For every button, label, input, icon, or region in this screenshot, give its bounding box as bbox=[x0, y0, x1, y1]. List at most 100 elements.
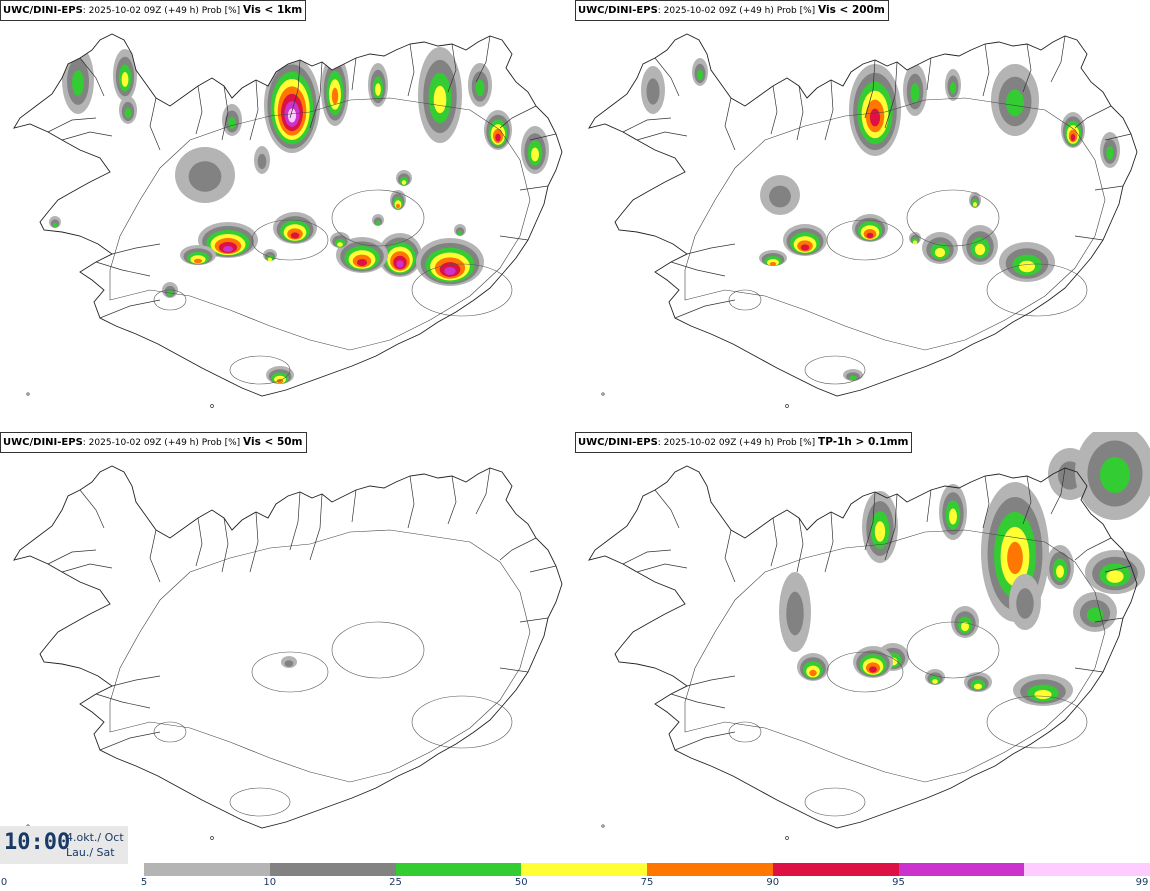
iceland-map bbox=[588, 33, 1138, 408]
probability-contour bbox=[284, 660, 294, 667]
fjord-line bbox=[149, 97, 161, 151]
probability-contour bbox=[1070, 134, 1076, 141]
valid-date: 4.okt./ Oct bbox=[66, 831, 124, 844]
colorbar-bin bbox=[395, 863, 522, 876]
fjord-line bbox=[249, 79, 259, 141]
fjord-line bbox=[654, 57, 680, 97]
iceland-map bbox=[13, 465, 563, 840]
probability-contour bbox=[188, 161, 222, 192]
fjord-line bbox=[674, 299, 736, 319]
probability-contour bbox=[331, 87, 339, 105]
probability-contour bbox=[1007, 541, 1023, 575]
glacier-outline bbox=[251, 651, 329, 693]
fjord-line bbox=[475, 35, 491, 83]
fjord-line bbox=[824, 511, 834, 573]
probability-contour bbox=[913, 240, 917, 245]
glacier-outline bbox=[986, 695, 1088, 749]
fjord-line bbox=[79, 57, 105, 97]
glacier-outline bbox=[153, 289, 187, 311]
colorbar-bin bbox=[772, 863, 899, 876]
fjord-line bbox=[195, 85, 203, 135]
run-info: : 2025-10-02 09Z (+49 h) Prob [%] bbox=[657, 6, 816, 16]
probability-contour bbox=[769, 262, 777, 266]
fjord-line bbox=[499, 105, 537, 129]
fjord-line bbox=[529, 565, 557, 573]
probability-contour bbox=[401, 180, 407, 185]
fjord-line bbox=[654, 489, 680, 529]
fjord-line bbox=[407, 475, 415, 529]
fjord-line bbox=[636, 563, 688, 573]
fjord-line bbox=[724, 529, 736, 583]
fjord-line bbox=[1094, 617, 1124, 623]
fjord-line bbox=[796, 85, 804, 141]
colorbar-bin bbox=[521, 863, 647, 876]
probability-contour bbox=[1106, 570, 1124, 583]
fjord-line bbox=[770, 85, 778, 135]
glacier-outline bbox=[804, 355, 866, 385]
map-panel-vis-50m: UWC/DINI-EPS: 2025-10-02 09Z (+49 h) Pro… bbox=[0, 432, 575, 864]
glacier-outline bbox=[728, 721, 762, 743]
fjord-line bbox=[47, 549, 97, 565]
probability-contour bbox=[974, 243, 986, 256]
valid-time: 10:00 bbox=[4, 830, 71, 855]
probability-contour bbox=[800, 244, 810, 251]
run-info: : 2025-10-02 09Z (+49 h) Prob [%] bbox=[657, 438, 816, 448]
colorbar-tick-label: 50 bbox=[514, 877, 528, 888]
probability-contour bbox=[396, 203, 400, 209]
probability-contour bbox=[1086, 607, 1104, 623]
probability-contour bbox=[495, 133, 501, 142]
fjord-line bbox=[670, 261, 726, 277]
fjord-line bbox=[447, 43, 457, 93]
colorbar-tick-label: 10 bbox=[263, 877, 277, 888]
glacier-outline bbox=[804, 787, 866, 817]
colorbar-bin bbox=[1024, 863, 1150, 876]
fjord-line bbox=[47, 117, 97, 133]
fjord-line bbox=[884, 61, 898, 129]
fjord-line bbox=[926, 489, 932, 523]
coastline bbox=[588, 33, 1138, 397]
fjord-line bbox=[926, 57, 932, 91]
fjord-line bbox=[864, 491, 876, 551]
probability-contour bbox=[950, 82, 956, 94]
probability-contour bbox=[874, 521, 886, 542]
probability-contour bbox=[849, 375, 857, 381]
fjord-line bbox=[351, 489, 357, 523]
model-name: UWC/DINI-EPS bbox=[3, 437, 83, 448]
probability-contour bbox=[375, 220, 381, 226]
fjord-line bbox=[475, 467, 491, 515]
probability-contour bbox=[287, 108, 297, 123]
glacier-outline bbox=[986, 263, 1088, 317]
fjord-line bbox=[1074, 105, 1112, 129]
fjord-line bbox=[61, 563, 113, 573]
probability-contour bbox=[869, 108, 881, 127]
island bbox=[601, 392, 605, 396]
fjord-line bbox=[824, 79, 834, 141]
fjord-line bbox=[864, 59, 876, 119]
fjord-line bbox=[499, 537, 537, 561]
probability-contour bbox=[396, 260, 404, 268]
road-network bbox=[109, 529, 531, 783]
fjord-line bbox=[79, 489, 105, 529]
probability-contour bbox=[1056, 565, 1064, 578]
coastline bbox=[13, 33, 563, 397]
valid-time-box: 10:00 4.okt./ Oct Lau./ Sat bbox=[0, 826, 128, 864]
fjord-line bbox=[674, 731, 736, 751]
probability-contour bbox=[1016, 588, 1034, 619]
probability-contour bbox=[121, 72, 129, 87]
fjord-line bbox=[982, 43, 990, 97]
probability-contour bbox=[769, 185, 791, 208]
fjord-line bbox=[982, 475, 990, 529]
probability-contour bbox=[1100, 457, 1130, 493]
fjord-line bbox=[499, 235, 529, 241]
probability-contour bbox=[932, 679, 938, 684]
fjord-line bbox=[1074, 537, 1112, 561]
fjord-line bbox=[1050, 467, 1066, 515]
map-panel-vis-1km: UWC/DINI-EPS: 2025-10-02 09Z (+49 h) Pro… bbox=[0, 0, 575, 432]
panel-title: UWC/DINI-EPS: 2025-10-02 09Z (+49 h) Pro… bbox=[575, 0, 889, 21]
fjord-line bbox=[1022, 43, 1032, 93]
map-panel-vis-200m: UWC/DINI-EPS: 2025-10-02 09Z (+49 h) Pro… bbox=[575, 0, 1150, 432]
fjord-line bbox=[95, 693, 151, 709]
fjord-line bbox=[249, 511, 259, 573]
probability-contour bbox=[193, 258, 203, 264]
probability-contour bbox=[457, 230, 463, 236]
